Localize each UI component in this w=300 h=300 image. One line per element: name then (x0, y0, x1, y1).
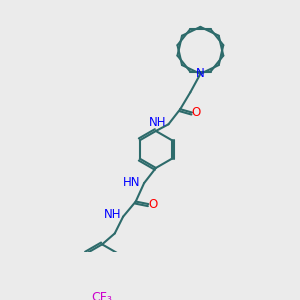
Text: O: O (192, 106, 201, 119)
Text: CF₃: CF₃ (92, 291, 112, 300)
Text: NH: NH (104, 208, 122, 221)
Text: N: N (196, 68, 205, 80)
Text: HN: HN (123, 176, 141, 189)
Text: O: O (148, 198, 157, 211)
Text: NH: NH (149, 116, 167, 129)
